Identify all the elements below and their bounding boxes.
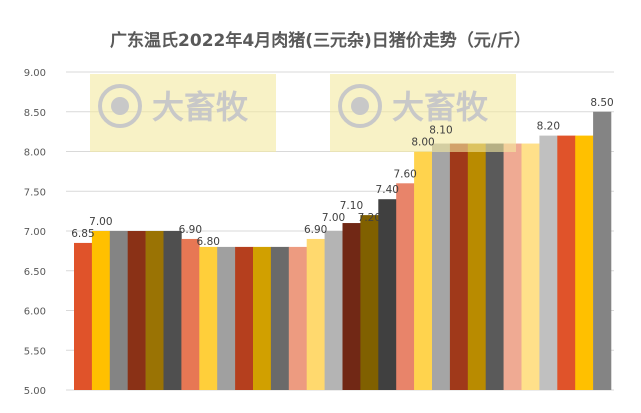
bar <box>593 111 612 390</box>
y-tick-label: 7.50 <box>24 187 46 198</box>
y-tick-label: 5.50 <box>24 346 46 357</box>
data-label: 6.85 <box>71 228 94 240</box>
y-tick-label: 8.00 <box>24 148 46 159</box>
bar <box>235 246 254 390</box>
data-label: 7.60 <box>393 168 416 180</box>
watermark-brand: 大畜牧 <box>152 88 249 126</box>
bar <box>521 143 540 390</box>
data-label: 6.90 <box>179 224 202 236</box>
bar <box>396 183 415 390</box>
bar <box>503 143 522 390</box>
watermark-logo-icon <box>111 97 129 115</box>
bar <box>145 231 164 390</box>
data-label: 6.80 <box>197 236 220 248</box>
data-label: 8.00 <box>411 137 434 149</box>
y-tick-label: 8.50 <box>24 108 46 119</box>
bar <box>109 231 128 390</box>
data-label: 7.40 <box>376 184 399 196</box>
watermark-logo-icon <box>338 84 382 128</box>
data-label: 7.00 <box>322 212 345 224</box>
bar <box>270 246 290 390</box>
data-label: 8.20 <box>537 121 560 133</box>
bar <box>288 246 307 390</box>
y-tick-label: 7.00 <box>24 227 46 238</box>
bar <box>127 231 146 390</box>
bar <box>539 135 558 390</box>
bar <box>414 151 433 390</box>
bar <box>163 231 182 390</box>
data-label: 8.10 <box>429 125 452 137</box>
bar <box>342 223 361 390</box>
bar <box>557 135 576 390</box>
bar <box>432 143 451 390</box>
bar <box>199 246 218 390</box>
bar <box>324 231 343 390</box>
y-tick-label: 6.00 <box>24 307 46 318</box>
data-label: 6.90 <box>304 224 327 236</box>
bar <box>253 246 272 390</box>
bar <box>449 143 469 390</box>
watermark-brand: 大畜牧 <box>392 88 489 126</box>
bar <box>575 135 594 390</box>
bar <box>378 199 397 390</box>
bar <box>91 231 111 390</box>
data-label: 7.00 <box>89 216 112 228</box>
data-label: 8.50 <box>590 97 613 109</box>
bar <box>360 215 379 390</box>
bar <box>306 238 325 390</box>
bar <box>467 143 486 390</box>
data-label: 7.20 <box>358 212 381 224</box>
data-label: 7.10 <box>340 200 363 212</box>
y-tick-label: 6.50 <box>24 267 46 278</box>
watermark-logo-icon <box>98 84 142 128</box>
chart-title: 广东温氏2022年4月肉猪(三元杂)日猪价走势（元/斤） <box>110 31 531 51</box>
watermark-logo-icon <box>351 97 369 115</box>
y-tick-label: 5.00 <box>24 386 46 397</box>
bar <box>74 242 93 390</box>
bar <box>485 143 504 390</box>
y-tick-label: 9.00 <box>24 68 46 79</box>
bar <box>217 246 236 390</box>
bar <box>181 238 200 390</box>
